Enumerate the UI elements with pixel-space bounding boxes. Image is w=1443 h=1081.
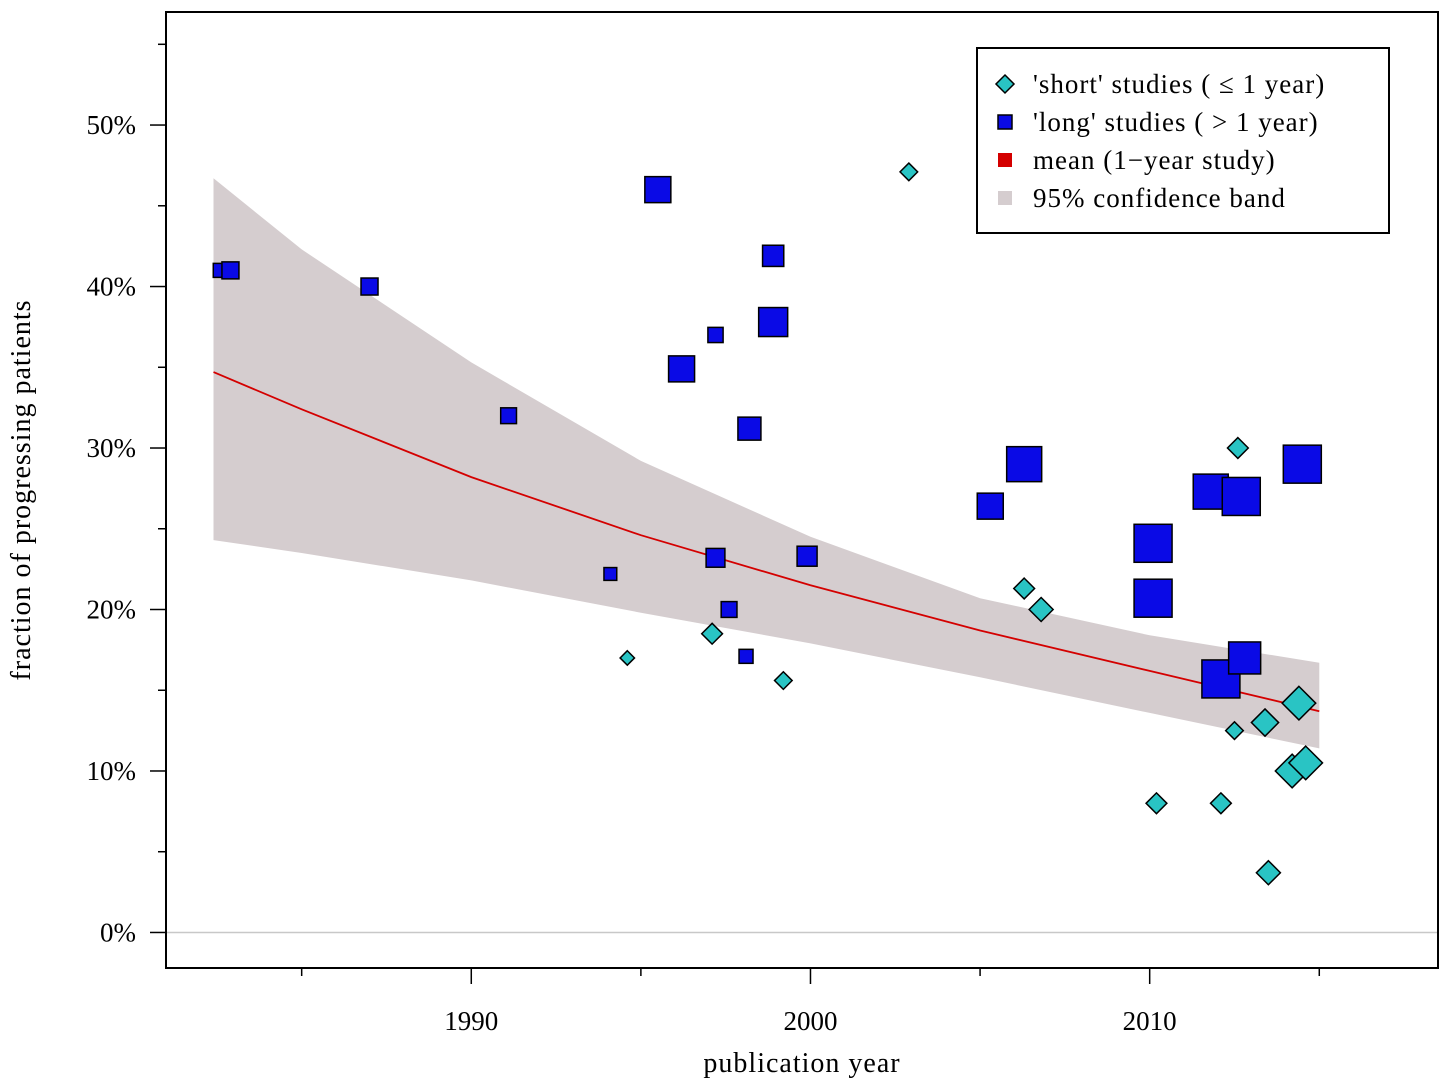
y-tick-label: 50% — [87, 110, 137, 140]
y-tick-label: 10% — [87, 756, 137, 786]
long-study-point — [1282, 444, 1323, 484]
long-study-point — [976, 492, 1005, 520]
short-study-point — [1255, 859, 1282, 886]
long-study-point — [1227, 641, 1262, 675]
y-tick-label: 40% — [87, 272, 137, 302]
x-axis-title: publication year — [703, 1048, 900, 1079]
mean-line — [213, 371, 1320, 713]
mean-line-layer — [213, 371, 1320, 713]
long-study-point — [761, 244, 785, 268]
long-study-point — [796, 545, 818, 567]
long-study-point — [603, 566, 618, 582]
x-tick-label: 2010 — [1123, 1006, 1177, 1036]
long-study-point — [707, 326, 724, 344]
x-tick-label: 2000 — [783, 1006, 837, 1036]
long-study-point — [667, 355, 696, 383]
y-axis-title: fraction of progressing patients — [6, 299, 37, 680]
legend-label-short: 'short' studies ( ≤ 1 year) — [1033, 69, 1325, 99]
long-study-point — [738, 648, 754, 665]
long-study-point — [360, 277, 379, 296]
x-tick-label: 1990 — [444, 1006, 498, 1036]
y-tick-label: 0% — [100, 917, 136, 947]
legend-label-mean: mean (1−year study) — [1033, 145, 1276, 175]
long-study-point — [1201, 659, 1241, 699]
data-points-layer — [212, 162, 1324, 886]
short-study-point — [1224, 720, 1245, 741]
short-study-point — [619, 649, 636, 667]
short-study-point — [773, 670, 794, 691]
y-tick-label: 20% — [87, 595, 137, 625]
short-study-point — [700, 622, 724, 646]
long-study-point — [644, 175, 672, 204]
short-study-point — [1281, 685, 1317, 722]
legend-symbol-band — [998, 191, 1012, 205]
plot-frame — [165, 11, 1439, 969]
long-study-point — [1221, 476, 1262, 517]
short-study-point — [898, 162, 919, 182]
legend-symbol-mean — [998, 153, 1012, 167]
long-study-point — [737, 416, 762, 441]
long-study-point — [720, 600, 738, 619]
short-study-point — [1287, 745, 1324, 781]
long-study-point — [757, 306, 789, 338]
long-study-point — [221, 261, 240, 280]
legend-box — [976, 47, 1390, 234]
legend-label-band: 95% confidence band — [1033, 183, 1286, 213]
short-study-point — [1250, 707, 1280, 738]
legend-symbol-short — [994, 73, 1016, 95]
long-study-point — [499, 407, 518, 425]
long-study-point — [1005, 445, 1043, 483]
y-axis: 0% 10% 20% 30% 40% 50% — [87, 43, 166, 947]
short-study-point — [1145, 791, 1168, 815]
legend: 'short' studies ( ≤ 1 year) 'long' studie… — [976, 47, 1390, 234]
long-study-point — [705, 547, 726, 568]
short-study-point — [1012, 577, 1036, 600]
y-tick-label: 30% — [87, 433, 137, 463]
long-study-point — [1133, 578, 1173, 618]
short-study-point — [1226, 436, 1250, 460]
short-study-point — [1209, 791, 1233, 815]
short-study-point — [1028, 596, 1055, 623]
long-study-point — [1133, 523, 1173, 564]
legend-label-long: 'long' studies ( > 1 year) — [1033, 107, 1319, 137]
x-axis: 1990 2000 2010 — [300, 968, 1321, 1036]
legend-symbol-long — [997, 114, 1013, 130]
